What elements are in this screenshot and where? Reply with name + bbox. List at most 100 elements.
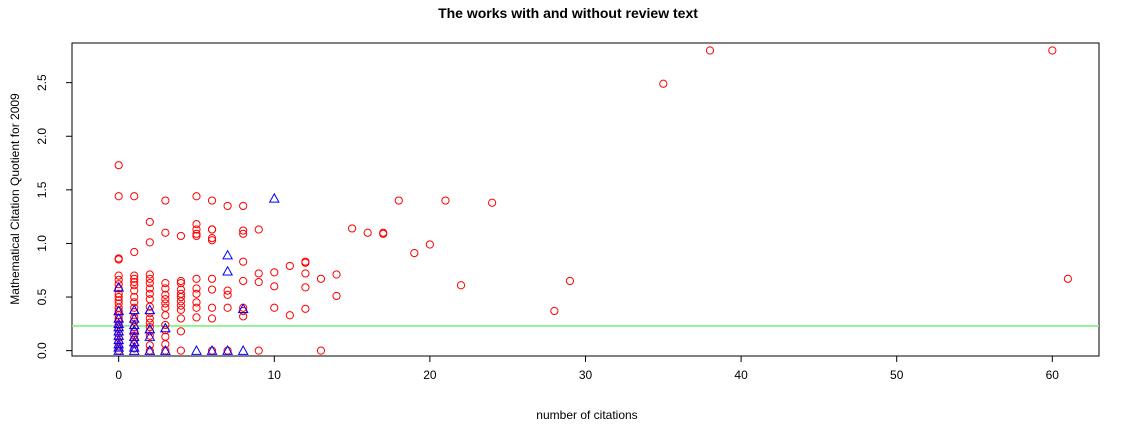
- data-point-circle: [456, 281, 466, 290]
- y-axis-label: Mathematical Citation Quotient for 2009: [8, 93, 22, 305]
- data-point-triangle: [159, 345, 171, 355]
- data-point-circle: [145, 217, 154, 227]
- data-point-circle: [130, 281, 139, 290]
- data-point-triangle: [144, 345, 156, 355]
- data-point-circle: [316, 274, 326, 283]
- data-point-circle: [161, 299, 170, 308]
- data-point-circle: [254, 269, 263, 278]
- data-point-circle: [192, 284, 201, 293]
- data-point-circle: [270, 268, 279, 277]
- data-point-triangle: [222, 345, 234, 355]
- data-point-circle: [363, 228, 372, 237]
- data-point-circle: [332, 291, 341, 301]
- data-point-circle: [114, 255, 123, 264]
- data-point-circle: [114, 292, 123, 302]
- x-tick-label: 0: [115, 368, 122, 382]
- data-point-circle: [192, 274, 201, 283]
- data-point-circle: [270, 282, 279, 291]
- data-point-triangle: [191, 345, 202, 355]
- data-point-circle: [161, 196, 170, 205]
- data-point-circle: [207, 285, 217, 294]
- data-point-circle: [145, 322, 154, 332]
- data-point-circle: [223, 286, 232, 295]
- data-point-triangle: [128, 341, 140, 352]
- data-point-triangle: [128, 312, 140, 323]
- x-tick-label: 30: [579, 368, 593, 382]
- data-point-circle: [207, 196, 217, 205]
- data-point-circle: [207, 303, 217, 312]
- data-point-circle: [161, 340, 170, 349]
- y-axis: 0.0 0.5 1.0 1.5 2.0 2.5: [35, 74, 72, 359]
- data-point-circle: [207, 233, 217, 243]
- data-point-circle: [130, 271, 139, 280]
- data-point-triangle: [206, 345, 218, 355]
- data-point-circle: [176, 305, 186, 315]
- data-point-circle: [161, 279, 170, 288]
- data-point-circle: [239, 229, 248, 238]
- data-point-circle: [130, 292, 139, 302]
- data-point-triangle: [159, 322, 171, 333]
- data-point-circle: [192, 225, 201, 234]
- y-tick-label: 2.5: [35, 74, 49, 91]
- data-point-circle: [207, 236, 217, 245]
- data-point-circle: [223, 290, 232, 300]
- data-point-circle: [207, 274, 217, 283]
- data-point-circle: [130, 247, 139, 257]
- data-point-circle: [114, 192, 123, 201]
- data-point-triangle: [268, 192, 280, 203]
- x-tick-label: 40: [734, 368, 748, 382]
- data-point-circle: [301, 258, 310, 267]
- data-point-circle: [114, 289, 123, 298]
- data-point-circle: [176, 276, 186, 286]
- data-point-circle: [301, 283, 310, 292]
- x-tick-label: 60: [1046, 368, 1060, 382]
- data-point-circle: [192, 229, 201, 238]
- data-point-circle: [145, 314, 154, 323]
- data-point-triangle: [237, 345, 249, 355]
- data-point-circle: [145, 238, 154, 247]
- data-point-circle: [145, 289, 154, 298]
- data-point-triangle: [113, 341, 125, 352]
- data-point-circle: [394, 196, 403, 205]
- data-point-circle: [161, 228, 170, 237]
- plot-frame: [71, 42, 1100, 357]
- y-tick-label: 1.5: [35, 181, 49, 198]
- data-point-circle: [161, 311, 170, 320]
- data-point-circle: [192, 220, 201, 229]
- data-point-circle: [130, 303, 139, 312]
- data-point-triangle: [128, 319, 140, 330]
- data-point-circle: [161, 303, 170, 312]
- data-point-circle: [1063, 274, 1072, 283]
- y-tick-label: 2.0: [35, 128, 49, 145]
- data-point-circle: [239, 226, 248, 235]
- data-point-circle: [130, 286, 139, 295]
- data-point-circle: [239, 276, 248, 286]
- x-tick-label: 20: [423, 368, 437, 382]
- data-point-circle: [192, 313, 201, 322]
- data-point-circle: [145, 341, 154, 350]
- data-point-circle: [176, 231, 186, 241]
- chart-title: The works with and without review text: [438, 5, 698, 21]
- data-point-circle: [347, 224, 357, 233]
- data-point-circle: [176, 346, 186, 355]
- data-point-triangle: [113, 345, 125, 355]
- data-point-circle: [130, 274, 139, 283]
- data-point-circle: [270, 303, 279, 312]
- data-point-circle: [145, 274, 154, 283]
- data-point-circle: [207, 314, 217, 323]
- data-point-circle: [285, 261, 294, 271]
- data-point-circle: [565, 276, 575, 286]
- x-axis: 0 10 20 30 40 50 60: [115, 356, 1059, 382]
- data-point-triangle: [113, 281, 125, 292]
- x-axis-label: number of citations: [536, 408, 637, 422]
- data-point-circle: [301, 269, 310, 278]
- data-point-circle: [239, 201, 248, 211]
- data-points: [113, 46, 1072, 355]
- y-tick-label: 0.0: [35, 342, 49, 359]
- data-point-circle: [161, 284, 170, 293]
- data-point-circle: [145, 295, 154, 304]
- data-point-circle: [192, 298, 201, 307]
- data-point-circle: [145, 302, 154, 311]
- data-point-circle: [254, 277, 263, 287]
